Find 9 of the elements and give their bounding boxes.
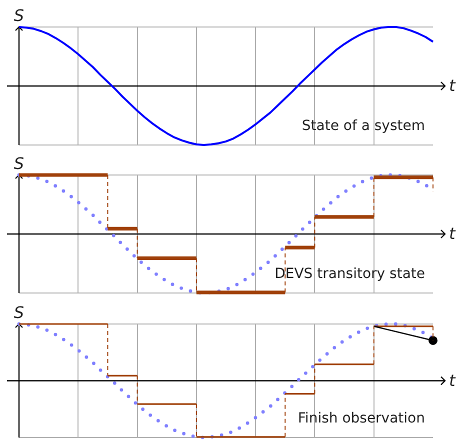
x-axis-title: t bbox=[449, 224, 456, 244]
x-axis-title: t bbox=[449, 76, 456, 96]
annotation: State of a system bbox=[302, 118, 425, 134]
x-axis-title: t bbox=[449, 370, 456, 390]
y-axis-title: S bbox=[14, 154, 24, 173]
y-axis-title: S bbox=[14, 6, 24, 25]
annotation: DEVS transitory state bbox=[274, 266, 425, 282]
annotation: Finish observation bbox=[298, 410, 425, 426]
y-axis-title: S bbox=[14, 303, 24, 322]
